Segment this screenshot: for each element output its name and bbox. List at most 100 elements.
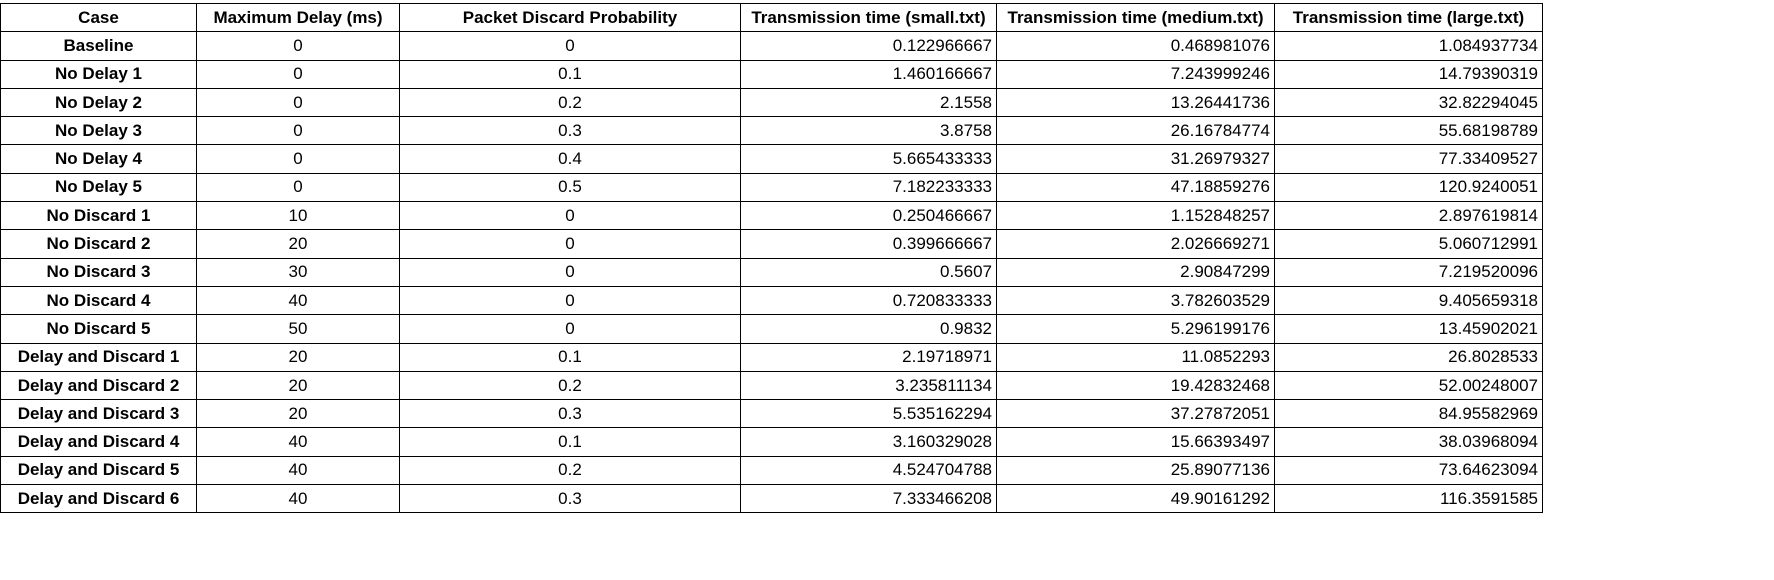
table-row: Delay and Discard 1 20 0.1 2.19718971 11.085…: [0, 342, 1543, 372]
discard-probability-cell: 0: [399, 314, 741, 344]
case-cell: Baseline: [0, 31, 197, 61]
medium-time-cell: 13.26441736: [996, 87, 1275, 118]
small-time-cell: 0.9832: [740, 314, 997, 344]
case-cell: No Delay 1: [0, 59, 197, 89]
case-cell: No Discard 2: [0, 229, 197, 259]
case-cell: No Delay 5: [0, 172, 197, 203]
discard-probability-cell: 0.1: [399, 427, 741, 457]
case-cell: Delay and Discard 3: [0, 399, 197, 429]
large-time-cell: 26.8028533: [1274, 342, 1543, 372]
case-cell: No Delay 4: [0, 144, 197, 174]
max-delay-cell: 0: [196, 116, 400, 146]
discard-probability-cell: 0.2: [399, 87, 741, 118]
small-time-cell: 7.182233333: [740, 172, 997, 203]
small-time-cell: 2.19718971: [740, 342, 997, 372]
small-time-cell: 2.1558: [740, 87, 997, 118]
table-row: No Discard 5 50 0 0.9832 5.296199176 13.45902…: [0, 314, 1543, 344]
medium-time-cell: 47.18859276: [996, 172, 1275, 203]
max-delay-cell: 20: [196, 342, 400, 372]
table-row: No Delay 3 0 0.3 3.8758 26.16784774 55.681987…: [0, 116, 1543, 146]
data-table: Case Maximum Delay (ms) Packet Discard P…: [0, 2, 1543, 514]
case-cell: Delay and Discard 5: [0, 455, 197, 486]
large-time-cell: 73.64623094: [1274, 455, 1543, 486]
case-cell: Delay and Discard 1: [0, 342, 197, 372]
large-time-cell: 77.33409527: [1274, 144, 1543, 174]
discard-probability-cell: 0.1: [399, 342, 741, 372]
max-delay-cell: 50: [196, 314, 400, 344]
table-row: No Delay 2 0 0.2 2.1558 13.26441736 32.822940…: [0, 87, 1543, 118]
column-header-maximum-delay: Maximum Delay (ms): [196, 2, 400, 33]
discard-probability-cell: 0.1: [399, 59, 741, 89]
discard-probability-cell: 0.2: [399, 370, 741, 401]
small-time-cell: 0.720833333: [740, 285, 997, 316]
medium-time-cell: 2.026669271: [996, 229, 1275, 259]
case-cell: No Discard 3: [0, 257, 197, 287]
table-body: Baseline 0 0 0.122966667 0.468981076 1.084937…: [0, 31, 1543, 514]
case-cell: No Discard 1: [0, 201, 197, 231]
discard-probability-cell: 0.4: [399, 144, 741, 174]
medium-time-cell: 49.90161292: [996, 484, 1275, 514]
table-row: No Delay 5 0 0.5 7.182233333 47.18859276 120.…: [0, 172, 1543, 203]
max-delay-cell: 0: [196, 87, 400, 118]
table-row: No Discard 1 10 0 0.250466667 1.152848257 2.8…: [0, 201, 1543, 231]
max-delay-cell: 40: [196, 427, 400, 457]
discard-probability-cell: 0.5: [399, 172, 741, 203]
medium-time-cell: 26.16784774: [996, 116, 1275, 146]
small-time-cell: 0.250466667: [740, 201, 997, 231]
large-time-cell: 84.95582969: [1274, 399, 1543, 429]
small-time-cell: 5.535162294: [740, 399, 997, 429]
table-row: No Discard 4 40 0 0.720833333 3.782603529 9.4…: [0, 285, 1543, 316]
medium-time-cell: 7.243999246: [996, 59, 1275, 89]
large-time-cell: 14.79390319: [1274, 59, 1543, 89]
discard-probability-cell: 0: [399, 257, 741, 287]
max-delay-cell: 10: [196, 201, 400, 231]
header-row: Case Maximum Delay (ms) Packet Discard P…: [0, 2, 1543, 33]
table-row: Delay and Discard 3 20 0.3 5.535162294 37.27…: [0, 399, 1543, 429]
discard-probability-cell: 0.3: [399, 399, 741, 429]
small-time-cell: 0.399666667: [740, 229, 997, 259]
medium-time-cell: 31.26979327: [996, 144, 1275, 174]
medium-time-cell: 2.90847299: [996, 257, 1275, 287]
table-row: Delay and Discard 4 40 0.1 3.160329028 15.66…: [0, 427, 1543, 457]
max-delay-cell: 30: [196, 257, 400, 287]
table-row: Delay and Discard 5 40 0.2 4.524704788 25.89…: [0, 455, 1543, 486]
case-cell: No Discard 4: [0, 285, 197, 316]
small-time-cell: 1.460166667: [740, 59, 997, 89]
large-time-cell: 52.00248007: [1274, 370, 1543, 401]
small-time-cell: 4.524704788: [740, 455, 997, 486]
case-cell: No Delay 2: [0, 87, 197, 118]
medium-time-cell: 0.468981076: [996, 31, 1275, 61]
discard-probability-cell: 0.3: [399, 484, 741, 514]
medium-time-cell: 3.782603529: [996, 285, 1275, 316]
large-time-cell: 7.219520096: [1274, 257, 1543, 287]
discard-probability-cell: 0.2: [399, 455, 741, 486]
medium-time-cell: 1.152848257: [996, 201, 1275, 231]
medium-time-cell: 15.66393497: [996, 427, 1275, 457]
max-delay-cell: 20: [196, 229, 400, 259]
column-header-transmission-time-large: Transmission time (large.txt): [1274, 2, 1543, 33]
large-time-cell: 2.897619814: [1274, 201, 1543, 231]
small-time-cell: 0.5607: [740, 257, 997, 287]
small-time-cell: 3.160329028: [740, 427, 997, 457]
discard-probability-cell: 0.3: [399, 116, 741, 146]
table-row: Delay and Discard 6 40 0.3 7.333466208 49.90…: [0, 484, 1543, 514]
small-time-cell: 7.333466208: [740, 484, 997, 514]
large-time-cell: 1.084937734: [1274, 31, 1543, 61]
large-time-cell: 38.03968094: [1274, 427, 1543, 457]
medium-time-cell: 37.27872051: [996, 399, 1275, 429]
small-time-cell: 3.8758: [740, 116, 997, 146]
small-time-cell: 3.235811134: [740, 370, 997, 401]
large-time-cell: 13.45902021: [1274, 314, 1543, 344]
column-header-transmission-time-small: Transmission time (small.txt): [740, 2, 997, 33]
max-delay-cell: 0: [196, 59, 400, 89]
large-time-cell: 120.9240051: [1274, 172, 1543, 203]
discard-probability-cell: 0: [399, 285, 741, 316]
max-delay-cell: 40: [196, 484, 400, 514]
max-delay-cell: 40: [196, 455, 400, 486]
max-delay-cell: 20: [196, 370, 400, 401]
max-delay-cell: 0: [196, 144, 400, 174]
max-delay-cell: 0: [196, 172, 400, 203]
column-header-packet-discard-probability: Packet Discard Probability: [399, 2, 741, 33]
case-cell: Delay and Discard 6: [0, 484, 197, 514]
table-row: No Delay 1 0 0.1 1.460166667 7.243999246 14.7…: [0, 59, 1543, 89]
